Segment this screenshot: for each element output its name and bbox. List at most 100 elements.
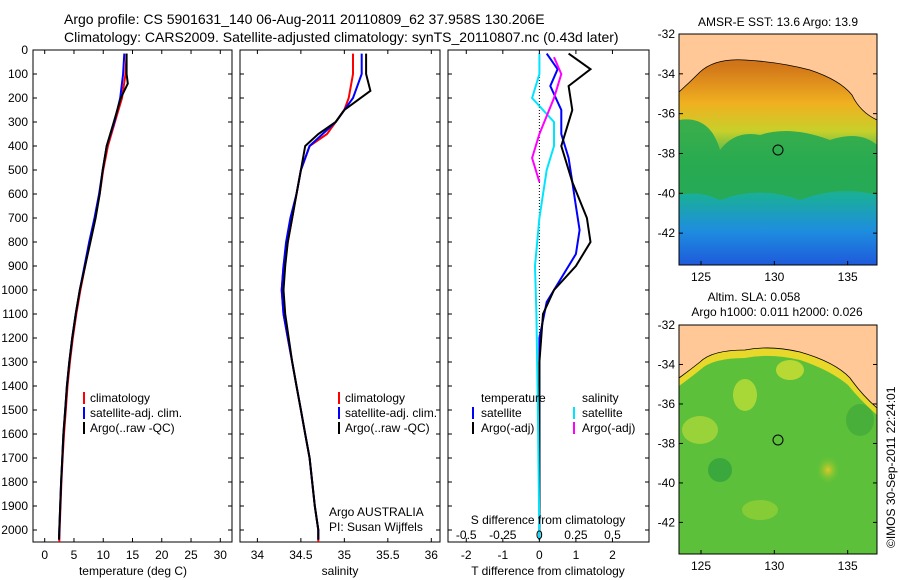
map-x-tick-label: 135 <box>838 559 858 573</box>
salinity-panel-frame <box>239 49 441 543</box>
x-tick-label: 30 <box>214 548 228 562</box>
x-axis-ticks: 0 5 10 15 20 25 30 34 34.5 35 35.5 36 -2 -1 0 1 2 -0.5 -0.… <box>41 50 621 562</box>
depth-tick-label: 1500 <box>1 403 28 417</box>
land-mass <box>679 34 877 120</box>
sst-map-title: AMSR-E SST: 13.6 Argo: 13.9 <box>698 15 858 29</box>
profile-curves <box>58 52 593 543</box>
coastline <box>678 347 878 409</box>
salinity-xlabel: salinity <box>322 564 359 578</box>
depth-tick-label: 1200 <box>1 331 28 345</box>
legend-item-satellite-sal: satellite <box>582 406 623 420</box>
map-x-tick-label: 130 <box>764 270 784 284</box>
legend-item-argo-sal: Argo(-adj) <box>582 421 635 435</box>
map-y-tick-label: -42 <box>658 226 676 240</box>
shelf-band <box>679 347 877 415</box>
depth-tick-label: 500 <box>8 163 28 177</box>
difference-legend: temperature satellite Argo(-adj) salinit… <box>472 391 635 435</box>
s-diff-tick-label: -0.5 <box>456 528 477 542</box>
x-tick-label: 25 <box>184 548 198 562</box>
x-tick-label: 1 <box>573 548 580 562</box>
x-tick-label: 35.5 <box>376 548 400 562</box>
depth-tick-label: 100 <box>8 67 28 81</box>
x-tick-label: 35 <box>338 548 352 562</box>
depth-tick-label: 1800 <box>1 475 28 489</box>
depth-tick-label: 800 <box>8 235 28 249</box>
x-tick-label: 2 <box>609 548 616 562</box>
x-tick-label: 15 <box>126 548 140 562</box>
map-y-tick-label: -32 <box>658 27 676 41</box>
map-x-tick-label: 125 <box>691 559 711 573</box>
difference-panel-frame <box>447 49 650 543</box>
depth-tick-label: 1700 <box>1 451 28 465</box>
depth-tick-label: 700 <box>8 211 28 225</box>
depth-tick-label: 200 <box>8 91 28 105</box>
depth-tick-label: 1000 <box>1 283 28 297</box>
x-tick-label: -2 <box>461 548 472 562</box>
argo-location-marker <box>772 144 784 156</box>
depth-axis: 0 100 200 300 400 500 600 700 800 900 1000 1100 1200… <box>1 43 649 537</box>
legend-item-argo: Argo(..raw -QC) <box>345 421 430 435</box>
depth-tick-label: 1300 <box>1 355 28 369</box>
coastline <box>678 59 878 121</box>
depth-tick-label: 1600 <box>1 427 28 441</box>
imos-watermark: ©IMOS 30-Sep-2011 22:24:01 <box>884 386 898 548</box>
depth-tick-label: 300 <box>8 115 28 129</box>
x-tick-label: -1 <box>497 548 508 562</box>
x-tick-label: 36 <box>425 548 439 562</box>
header-line-1: Argo profile: CS 5901631_140 06-Aug-2011… <box>64 11 545 27</box>
sst-warm-lobe <box>679 119 877 200</box>
x-tick-label: 34 <box>251 548 265 562</box>
header-line-2: Climatology: CARS2009. Satellite-adjuste… <box>64 29 619 45</box>
salinity-legend: climatology satellite-adj. clim. Argo(..… <box>329 391 437 534</box>
map-x-tick-label: 125 <box>691 270 711 284</box>
s-diff-tick-label: 0 <box>536 528 543 542</box>
series-line-argo-raw-qc- <box>282 53 372 540</box>
x-tick-label: 20 <box>155 548 169 562</box>
map-x-tick-label: 130 <box>764 559 784 573</box>
legend-item-climatology: climatology <box>90 391 150 405</box>
depth-tick-label: 900 <box>8 259 28 273</box>
x-tick-label: 0 <box>41 548 48 562</box>
sla-map-title-1: Altim. SLA: 0.058 <box>708 290 801 304</box>
legend-title-salinity: salinity <box>582 391 619 405</box>
legend-item-climatology: climatology <box>345 391 405 405</box>
depth-tick-label: 2000 <box>1 523 28 537</box>
series-line-argo-adj- <box>531 56 563 183</box>
map-y-tick-label: -32 <box>658 318 676 332</box>
depth-tick-label: 1900 <box>1 499 28 513</box>
temperature-legend: climatology satellite-adj. clim. Argo(..… <box>83 391 182 435</box>
series-line-argo-adj- <box>538 52 593 540</box>
x-tick-label: 0 <box>536 548 543 562</box>
temperature-xlabel: temperature (deg C) <box>79 564 187 578</box>
sla-map: Altim. SLA: 0.058 Argo h1000: 0.011 h200… <box>658 290 878 573</box>
map-y-tick-label: -36 <box>658 397 676 411</box>
legend-item-satellite: satellite-adj. clim. <box>345 406 437 420</box>
credit-pi: PI: Susan Wijffels <box>329 520 423 534</box>
x-tick-label: 34.5 <box>289 548 313 562</box>
credit-argo-australia: Argo AUSTRALIA <box>329 505 424 519</box>
map-y-tick-label: -36 <box>658 107 676 121</box>
sla-map-title-2: Argo h1000: 0.011 h2000: 0.026 <box>691 305 863 319</box>
map-y-tick-label: -38 <box>658 436 676 450</box>
map-y-tick-label: -40 <box>658 186 676 200</box>
depth-tick-label: 600 <box>8 187 28 201</box>
map-y-tick-label: -42 <box>658 515 676 529</box>
legend-item-argo: Argo(..raw -QC) <box>90 421 175 435</box>
legend-item-satellite-temp: satellite <box>481 406 522 420</box>
depth-tick-label: 0 <box>21 43 28 57</box>
s-diff-tick-label: 0.5 <box>604 528 621 542</box>
depth-tick-label: 1100 <box>2 307 28 321</box>
temperature-panel-frame <box>32 49 233 543</box>
s-diff-tick-label: 0.25 <box>564 528 588 542</box>
series-line-argo-raw-qc- <box>58 53 129 540</box>
depth-tick-label: 1400 <box>1 379 28 393</box>
map-y-tick-label: -38 <box>658 146 676 160</box>
argo-location-marker <box>772 434 784 446</box>
legend-item-satellite: satellite-adj. clim. <box>90 406 182 420</box>
map-y-tick-label: -34 <box>658 357 676 371</box>
x-tick-label: 10 <box>97 548 111 562</box>
legend-title-temperature: temperature <box>481 391 546 405</box>
x-tick-label: 5 <box>71 548 78 562</box>
difference-top-title: S difference from climatology <box>471 513 626 527</box>
